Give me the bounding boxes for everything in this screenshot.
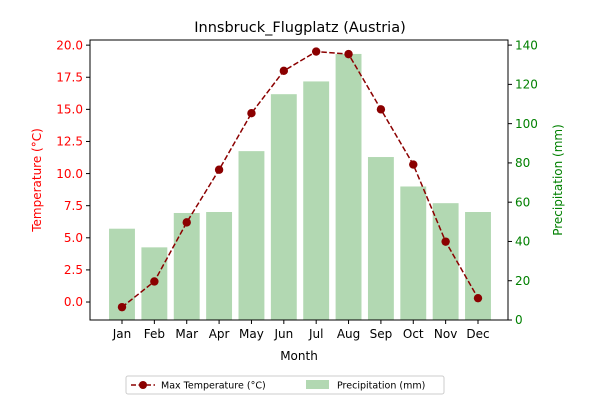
temperature-point-may	[247, 109, 256, 118]
x-axis-label: Month	[280, 349, 318, 363]
x-tick-label: Nov	[434, 327, 457, 341]
temperature-point-nov	[441, 237, 450, 246]
legend-bar-swatch	[306, 380, 329, 389]
y-axis-right-label: Precipitation (mm)	[551, 124, 565, 236]
y-left-tick-label: 2.5	[64, 263, 83, 277]
legend: Max Temperature (°C) Precipitation (mm)	[125, 375, 445, 395]
y-right-tick-label: 140	[515, 38, 538, 52]
temperature-point-jun	[279, 66, 289, 76]
y-right-tick-label: 20	[515, 274, 530, 288]
precipitation-bar-aug	[335, 53, 362, 320]
y-left-tick-label: 15.0	[56, 103, 83, 117]
legend-marker-swatch	[139, 381, 147, 389]
plot-frame	[89, 39, 509, 321]
temperature-line-path	[121, 50, 479, 308]
temperature-point-dec	[473, 293, 483, 303]
chart-title: Innsbruck_Flugplatz (Austria)	[194, 20, 406, 36]
y-left-tick-label: 5.0	[64, 231, 83, 245]
temperature-point-aug	[344, 49, 353, 59]
y-right-tick-label: 40	[515, 235, 530, 249]
y-right-tick-label: 120	[515, 78, 538, 92]
y-axis-left-label: Temperature (°C)	[30, 128, 44, 233]
y-left-tick-label: 17.5	[56, 70, 83, 84]
x-tick-label: Dec	[466, 327, 489, 341]
x-tick-label: Apr	[209, 327, 230, 341]
y-axis-right: 0 20 40 60 80 100 120 140	[508, 38, 538, 327]
y-left-tick-label: 10.0	[56, 167, 83, 181]
precipitation-bar-jun	[270, 94, 297, 321]
y-axis-left: 0.0 2.5 5.0 7.5 10.0 12.5 15.0 17.5 20.0	[56, 38, 90, 309]
y-left-tick-label: 0.0	[64, 295, 83, 309]
x-tick-label: Jun	[273, 327, 293, 341]
precipitation-bar-jul	[303, 81, 330, 320]
precipitation-bar-may	[238, 151, 265, 320]
y-right-tick-label: 100	[515, 117, 538, 131]
temperature-point-sep	[376, 105, 386, 114]
x-tick-label: Sep	[370, 327, 393, 341]
x-tick-label: May	[239, 327, 264, 341]
x-tick-label: Feb	[144, 327, 165, 341]
x-axis: Jan Feb Mar Apr May Jun Jul Aug Sep Oct Nov Dec	[112, 320, 490, 341]
x-tick-label: Jul	[308, 327, 323, 341]
temperature-point-jan	[117, 302, 127, 312]
temperature-point-feb	[150, 277, 159, 286]
y-left-tick-label: 7.5	[64, 199, 83, 213]
legend-box	[125, 375, 445, 395]
y-right-tick-label: 60	[515, 195, 530, 209]
precipitation-bar-oct	[400, 186, 427, 320]
precipitation-bar-sep	[367, 157, 394, 320]
y-left-tick-label: 20.0	[56, 38, 83, 52]
temperature-point-oct	[409, 160, 418, 169]
temperature-line	[117, 47, 483, 312]
precipitation-bar-dec	[465, 212, 491, 320]
precipitation-bar-mar	[173, 212, 200, 320]
y-left-tick-label: 12.5	[56, 135, 83, 149]
y-right-tick-label: 80	[515, 156, 530, 170]
temperature-point-mar	[182, 218, 191, 227]
legend-label-temperature: Max Temperature (°C)	[161, 381, 266, 392]
x-tick-label: Jan	[112, 327, 132, 341]
legend-label-precipitation: Precipitation (mm)	[337, 381, 425, 392]
x-tick-label: Mar	[175, 327, 198, 341]
temperature-point-apr	[214, 165, 224, 174]
precipitation-bar-apr	[206, 212, 233, 320]
x-tick-label: Aug	[337, 327, 360, 341]
temperature-point-jul	[311, 47, 321, 56]
y-right-tick-label: 0	[515, 313, 523, 327]
x-tick-label: Oct	[403, 327, 424, 341]
